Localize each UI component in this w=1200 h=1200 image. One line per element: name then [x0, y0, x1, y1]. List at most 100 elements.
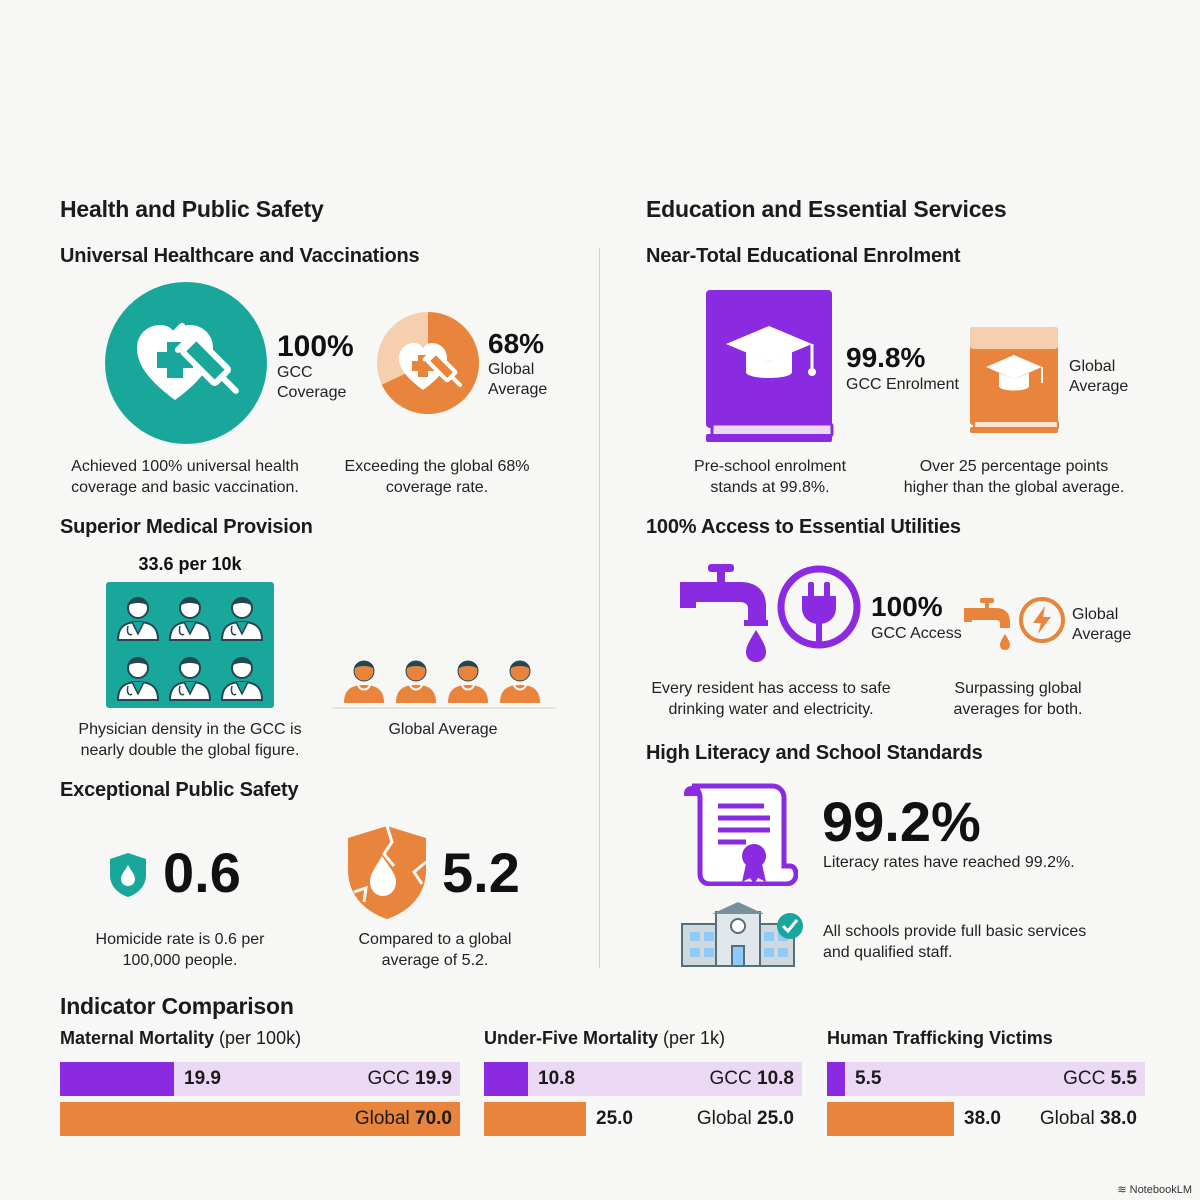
global-bar-value: 25.0 [596, 1108, 633, 1129]
healthcare-gcc-value: 100% [277, 330, 354, 363]
enrolment-global-label-2: Average [1069, 378, 1129, 395]
doctor-icon [168, 597, 212, 641]
gcc-bar-label: GCC 5.5 [1063, 1068, 1137, 1089]
safety-global-value: 5.2 [442, 841, 520, 904]
enrolment-caption-global: Over 25 percentage points higher than th… [903, 458, 1125, 496]
global-bar-label: Global 25.0 [696, 1108, 794, 1129]
enrolment-title: Near-Total Educational Enrolment [646, 245, 961, 267]
indicator-name: Human Trafficking Victims [827, 1028, 1053, 1048]
gcc-bar-row: 19.9 GCC 19.9 [60, 1062, 460, 1096]
comparison-title: Indicator Comparison [60, 993, 294, 1019]
global-bar-value: 38.0 [964, 1108, 1001, 1129]
gcc-bar-track [827, 1062, 1145, 1096]
gcc-shield-icon [110, 853, 146, 897]
indicator-unit: (per 100k) [214, 1028, 302, 1048]
gcc-bar-value: 10.8 [538, 1068, 575, 1089]
utilities-gcc-label: GCC Access [871, 625, 962, 642]
doctor-icon [220, 597, 264, 641]
gcc-bar-row: 10.8 GCC 10.8 [484, 1062, 802, 1096]
person-icon [344, 660, 384, 703]
indicator-unit: (per 1k) [658, 1028, 726, 1048]
healthcare-global-pie-icon [377, 312, 479, 414]
person-icon [396, 660, 436, 703]
gcc-bar-label: GCC 19.9 [367, 1068, 452, 1089]
global-cracked-shield-icon [348, 825, 427, 919]
indicator-name: Under-Five Mortality [484, 1028, 659, 1048]
gcc-bar-label: GCC 10.8 [709, 1068, 794, 1089]
medical-gcc-value: 33.6 per 10k [138, 554, 242, 574]
gcc-bar [827, 1062, 845, 1096]
safety-caption-global: Compared to a global average of 5.2. [358, 931, 512, 969]
purple-book-icon [706, 290, 834, 442]
notebooklm-logo: ≋ NotebookLM [1117, 1184, 1192, 1196]
global-bar-label: Global 38.0 [1039, 1108, 1137, 1129]
water-tap-icon [680, 564, 768, 662]
utilities-global-label-2: Average [1072, 626, 1132, 643]
small-lightning-icon [1019, 597, 1065, 643]
healthcare-global-value: 68% [488, 328, 545, 359]
medical-caption-global: Global Average [388, 721, 498, 738]
medical-gcc-physician-grid [106, 582, 274, 708]
utilities-title: 100% Access to Essential Utilities [646, 516, 961, 538]
person-icon [448, 660, 488, 703]
healthcare-global-label-1: Global [488, 361, 535, 378]
health-section-title: Health and Public Safety [60, 196, 324, 222]
healthcare-title: Universal Healthcare and Vaccinations [60, 245, 420, 267]
literacy-caption: Literacy rates have reached 99.2%. [823, 854, 1075, 871]
utilities-caption-global: Surpassing global averages for both. [953, 680, 1083, 718]
doctor-icon [116, 657, 160, 701]
global-bar-row: Global 70.0 [60, 1102, 460, 1136]
enrolment-caption-gcc: Pre-school enrolment stands at 99.8%. [693, 458, 847, 496]
gcc-bar [60, 1062, 174, 1096]
global-bar [60, 1102, 460, 1136]
enrolment-gcc-label: GCC Enrolment [846, 376, 959, 393]
education-section-title: Education and Essential Services [646, 196, 1007, 222]
certificate-scroll-icon [684, 783, 798, 886]
global-bar-row: 38.0 Global 38.0 [827, 1102, 1145, 1136]
utilities-gcc-value: 100% [871, 591, 943, 622]
indicator-title: Under-Five Mortality (per 1k) [484, 1028, 802, 1054]
indicator-title: Human Trafficking Victims [827, 1028, 1145, 1054]
medical-global-physician-row [332, 660, 556, 709]
safety-title: Exceptional Public Safety [60, 779, 299, 801]
healthcare-caption-global: Exceeding the global 68% coverage rate. [344, 458, 530, 496]
medical-title: Superior Medical Provision [60, 516, 313, 538]
healthcare-gcc-icon [105, 282, 267, 444]
literacy-title: High Literacy and School Standards [646, 742, 983, 764]
electric-plug-icon [777, 565, 861, 649]
column-divider [599, 248, 600, 968]
indicator-panel: Human Trafficking Victims 5.5 GCC 5.5 38.0 G… [827, 1028, 1145, 1136]
global-bar-label: Global 70.0 [354, 1108, 452, 1129]
indicator-panel: Maternal Mortality (per 100k) 19.9 GCC 19.… [60, 1028, 460, 1136]
global-bar-row: 25.0 Global 25.0 [484, 1102, 802, 1136]
school-building-icon [681, 902, 803, 967]
doctor-icon [116, 597, 160, 641]
gcc-bar-value: 19.9 [184, 1068, 221, 1089]
enrolment-global-label-1: Global [1069, 358, 1116, 375]
indicator-name: Maternal Mortality [60, 1028, 215, 1048]
healthcare-caption-gcc: Achieved 100% universal health coverage … [71, 458, 299, 496]
gcc-bar [484, 1062, 528, 1096]
global-bar [484, 1102, 586, 1136]
schools-caption: All schools provide full basic services … [823, 923, 1087, 961]
healthcare-gcc-label-1: GCC [277, 364, 313, 381]
safety-gcc-value: 0.6 [163, 841, 241, 904]
gcc-bar-value: 5.5 [855, 1068, 882, 1089]
healthcare-gcc-label-2: Coverage [277, 384, 347, 401]
gcc-bar-track [484, 1062, 802, 1096]
literacy-value: 99.2% [822, 790, 981, 853]
global-bar [827, 1102, 954, 1136]
logo-icon: ≋ [1117, 1184, 1127, 1196]
indicator-title: Maternal Mortality (per 100k) [60, 1028, 460, 1054]
indicator-panel: Under-Five Mortality (per 1k) 10.8 GCC 10.… [484, 1028, 802, 1136]
healthcare-global-label-2: Average [488, 381, 548, 398]
doctor-icon [168, 657, 212, 701]
safety-caption-gcc: Homicide rate is 0.6 per 100,000 people. [95, 931, 265, 969]
small-water-tap-icon [964, 598, 1010, 650]
utilities-global-label-1: Global [1072, 606, 1119, 623]
person-icon [500, 660, 540, 703]
utilities-caption-gcc: Every resident has access to safe drinki… [651, 680, 891, 718]
doctor-icon [220, 657, 264, 701]
medical-caption-gcc: Physician density in the GCC is nearly d… [78, 721, 302, 759]
enrolment-gcc-value: 99.8% [846, 342, 926, 373]
